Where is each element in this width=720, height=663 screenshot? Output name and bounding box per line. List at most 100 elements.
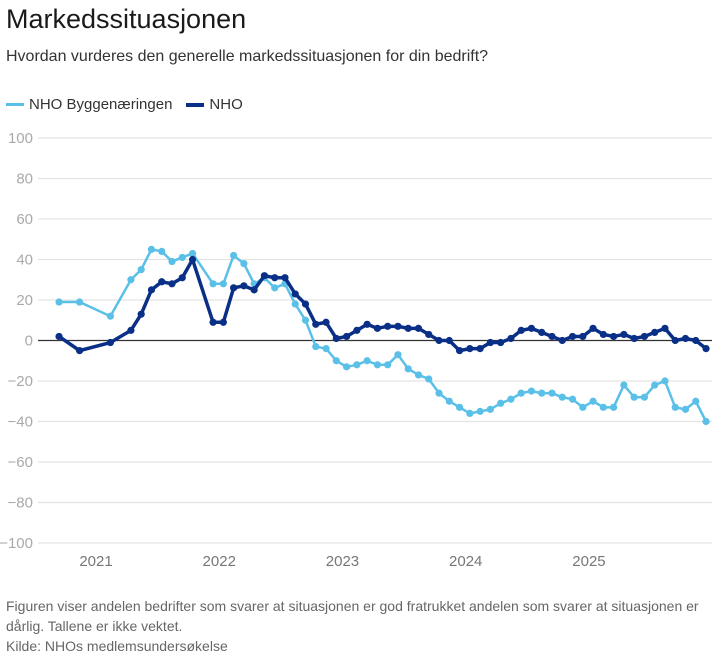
data-point [630,334,638,343]
data-point [55,298,63,306]
data-point [137,310,145,318]
data-point [281,274,289,282]
data-point [517,326,525,334]
x-tick-label: 2025 [572,553,605,570]
data-point [620,330,628,339]
y-tick-label: 40 [16,252,33,269]
data-point [178,274,186,282]
data-point [312,320,320,328]
data-point [127,326,135,334]
chart-subtitle: Hvordan vurderes den generelle markedssi… [6,48,489,65]
chart-source: Kilde: NHOs medlemsundersøkelse [6,638,228,654]
data-point [527,324,536,332]
data-point [476,345,484,353]
y-tick-label: −40 [8,414,33,431]
data-point [230,251,238,260]
data-point [137,266,145,274]
x-tick-label: 2023 [326,553,359,570]
data-point [599,403,607,411]
data-point [589,324,597,332]
x-tick-label: 2021 [79,553,112,570]
data-point [291,300,299,308]
line-chart: 100 80 60 40 20 0 −20 −40 −60 −80 −100 2021 2022 2023… [0,130,712,570]
data-point [425,330,433,339]
data-point [527,387,536,395]
data-point [188,249,197,258]
data-point [497,338,505,347]
data-point [230,284,238,292]
data-point [384,361,392,369]
data-point [497,399,505,407]
data-point [404,324,412,332]
data-point [271,274,279,282]
data-point [147,245,156,253]
chart-note: Figuren viser andelen bedrifter som svar… [6,598,699,634]
data-point [106,338,114,347]
data-point [75,298,84,306]
data-point [425,375,433,383]
data-point [548,332,556,341]
data-point [640,332,649,341]
data-point [702,417,710,426]
data-point [219,280,227,288]
data-point [394,322,402,330]
data-point [168,257,176,266]
data-point [548,389,556,397]
data-point [363,357,371,365]
series-line-nho [58,257,708,353]
y-tick-label: 20 [16,292,33,309]
data-point [373,324,381,332]
data-point [681,334,690,343]
y-tick-label: −60 [8,454,33,471]
data-point [651,381,659,389]
data-point [158,278,166,286]
legend-item-byggenaeringen[interactable]: NHO Byggenæringen [6,96,172,113]
data-point [486,338,494,347]
y-tick-label: 0 [25,333,33,350]
x-tick-label: 2024 [449,553,482,570]
data-point [209,280,217,288]
data-point [681,405,690,413]
data-point [260,272,269,280]
data-point [702,345,710,353]
data-point [127,276,135,284]
y-tick-label: 80 [16,171,33,188]
data-point [476,407,484,415]
legend-swatch [186,102,205,107]
data-point [466,409,474,417]
data-point [353,361,361,369]
data-point [55,332,63,341]
data-point [558,336,566,345]
x-tick-label: 2022 [203,553,236,570]
data-point [240,259,248,268]
data-point [455,347,464,355]
data-point [692,397,700,405]
y-tick-label: −80 [8,495,33,512]
data-point [568,332,577,341]
data-point [178,253,186,262]
data-point [342,363,351,371]
data-point [158,247,166,255]
data-point [579,403,587,411]
data-point [661,324,669,332]
data-point [466,345,474,353]
data-point [599,330,607,339]
data-point [589,397,597,405]
data-point [445,336,453,345]
data-point [363,320,371,328]
data-point [168,280,176,288]
data-point [373,361,381,369]
data-point [271,284,279,292]
data-point [630,393,638,401]
data-point [188,255,197,264]
data-point [538,328,546,336]
legend-item-nho[interactable]: NHO [186,96,243,113]
data-point [692,336,700,345]
legend-label: NHO [209,96,243,113]
y-tick-label: −100 [0,535,33,552]
data-point [651,328,659,336]
data-point [558,393,566,401]
data-point [414,371,423,379]
data-point [507,395,515,403]
data-point [219,318,227,326]
